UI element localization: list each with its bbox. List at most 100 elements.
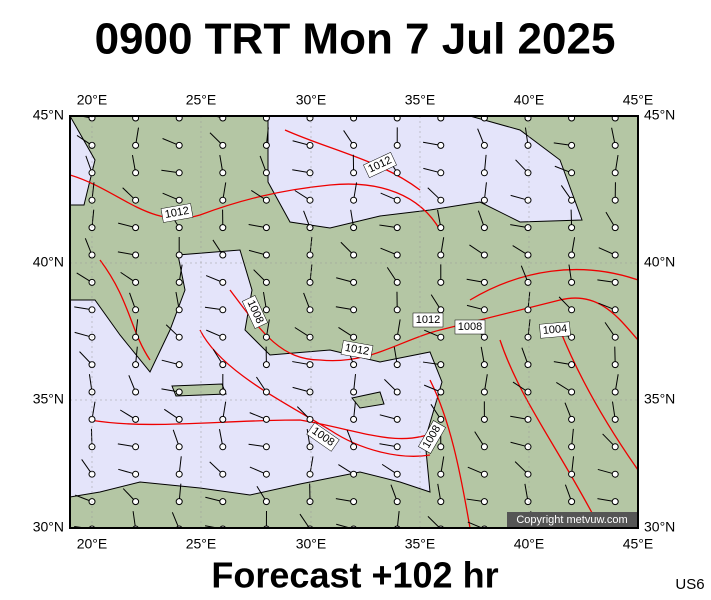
station	[306, 415, 314, 423]
station	[568, 498, 576, 506]
station	[524, 169, 532, 177]
station	[568, 361, 576, 369]
lat-label: 45°N	[644, 107, 675, 123]
station	[219, 361, 227, 369]
station	[611, 169, 619, 177]
station	[306, 196, 314, 204]
station	[524, 361, 532, 369]
station	[219, 196, 227, 204]
station	[393, 333, 401, 341]
station	[262, 443, 270, 451]
lat-label: 45°N	[33, 107, 64, 123]
station	[219, 388, 227, 396]
isobar-label-bg	[241, 295, 269, 329]
station	[393, 196, 401, 204]
station	[350, 470, 358, 478]
station	[219, 498, 227, 506]
lat-label: 30°N	[644, 519, 675, 535]
station	[437, 470, 445, 478]
station	[306, 443, 314, 451]
station	[568, 169, 576, 177]
station	[524, 116, 532, 122]
station	[568, 388, 576, 396]
station	[524, 443, 532, 451]
station	[568, 306, 576, 314]
isobar-label: 1008	[454, 319, 486, 335]
station	[262, 306, 270, 314]
station	[350, 498, 358, 506]
lon-label: 20°E	[77, 536, 108, 552]
station	[568, 470, 576, 478]
station	[437, 224, 445, 232]
station	[306, 333, 314, 341]
isobar-label: 1012	[340, 340, 374, 360]
station	[306, 251, 314, 259]
station	[524, 141, 532, 149]
station	[524, 333, 532, 341]
station	[262, 415, 270, 423]
station	[437, 251, 445, 259]
station	[568, 251, 576, 259]
station	[219, 251, 227, 259]
station	[437, 415, 445, 423]
copyright: Copyright metvuw.com	[516, 514, 627, 526]
station	[437, 333, 445, 341]
station	[524, 388, 532, 396]
station	[262, 388, 270, 396]
isobar-label: 1012	[160, 203, 194, 223]
station	[437, 141, 445, 149]
station	[350, 388, 358, 396]
station	[437, 306, 445, 314]
station	[480, 141, 488, 149]
station	[132, 306, 140, 314]
station	[437, 169, 445, 177]
lon-label: 35°E	[405, 536, 436, 552]
isobar-label-bg	[363, 151, 397, 179]
station	[175, 169, 183, 177]
station	[350, 251, 358, 259]
station	[306, 169, 314, 177]
lon-label: 40°E	[514, 536, 545, 552]
station	[262, 251, 270, 259]
station	[611, 415, 619, 423]
station	[480, 388, 488, 396]
isobar-label-bg	[539, 321, 571, 339]
station	[480, 443, 488, 451]
station	[480, 224, 488, 232]
station	[219, 141, 227, 149]
station	[350, 224, 358, 232]
station	[132, 388, 140, 396]
station	[350, 116, 358, 122]
station	[350, 169, 358, 177]
station	[611, 306, 619, 314]
station	[437, 443, 445, 451]
lon-label: 25°E	[186, 536, 217, 552]
station	[219, 333, 227, 341]
isobar-label-bg	[454, 319, 486, 335]
station	[393, 224, 401, 232]
lat-label: 35°N	[33, 391, 64, 407]
station	[262, 116, 270, 122]
station	[524, 224, 532, 232]
station	[262, 141, 270, 149]
station	[175, 388, 183, 396]
station	[611, 141, 619, 149]
station	[524, 306, 532, 314]
station	[262, 196, 270, 204]
station	[350, 278, 358, 286]
station	[611, 116, 619, 122]
station	[611, 251, 619, 259]
station	[175, 196, 183, 204]
station	[350, 196, 358, 204]
station	[132, 415, 140, 423]
lat-label: 40°N	[33, 254, 64, 270]
station	[132, 116, 140, 122]
station	[611, 361, 619, 369]
station	[132, 141, 140, 149]
lat-label: 30°N	[33, 519, 64, 535]
map	[70, 116, 638, 528]
station	[350, 306, 358, 314]
station	[568, 196, 576, 204]
isobar-label-bg	[418, 420, 446, 454]
isobar-label: 1004	[539, 321, 571, 339]
